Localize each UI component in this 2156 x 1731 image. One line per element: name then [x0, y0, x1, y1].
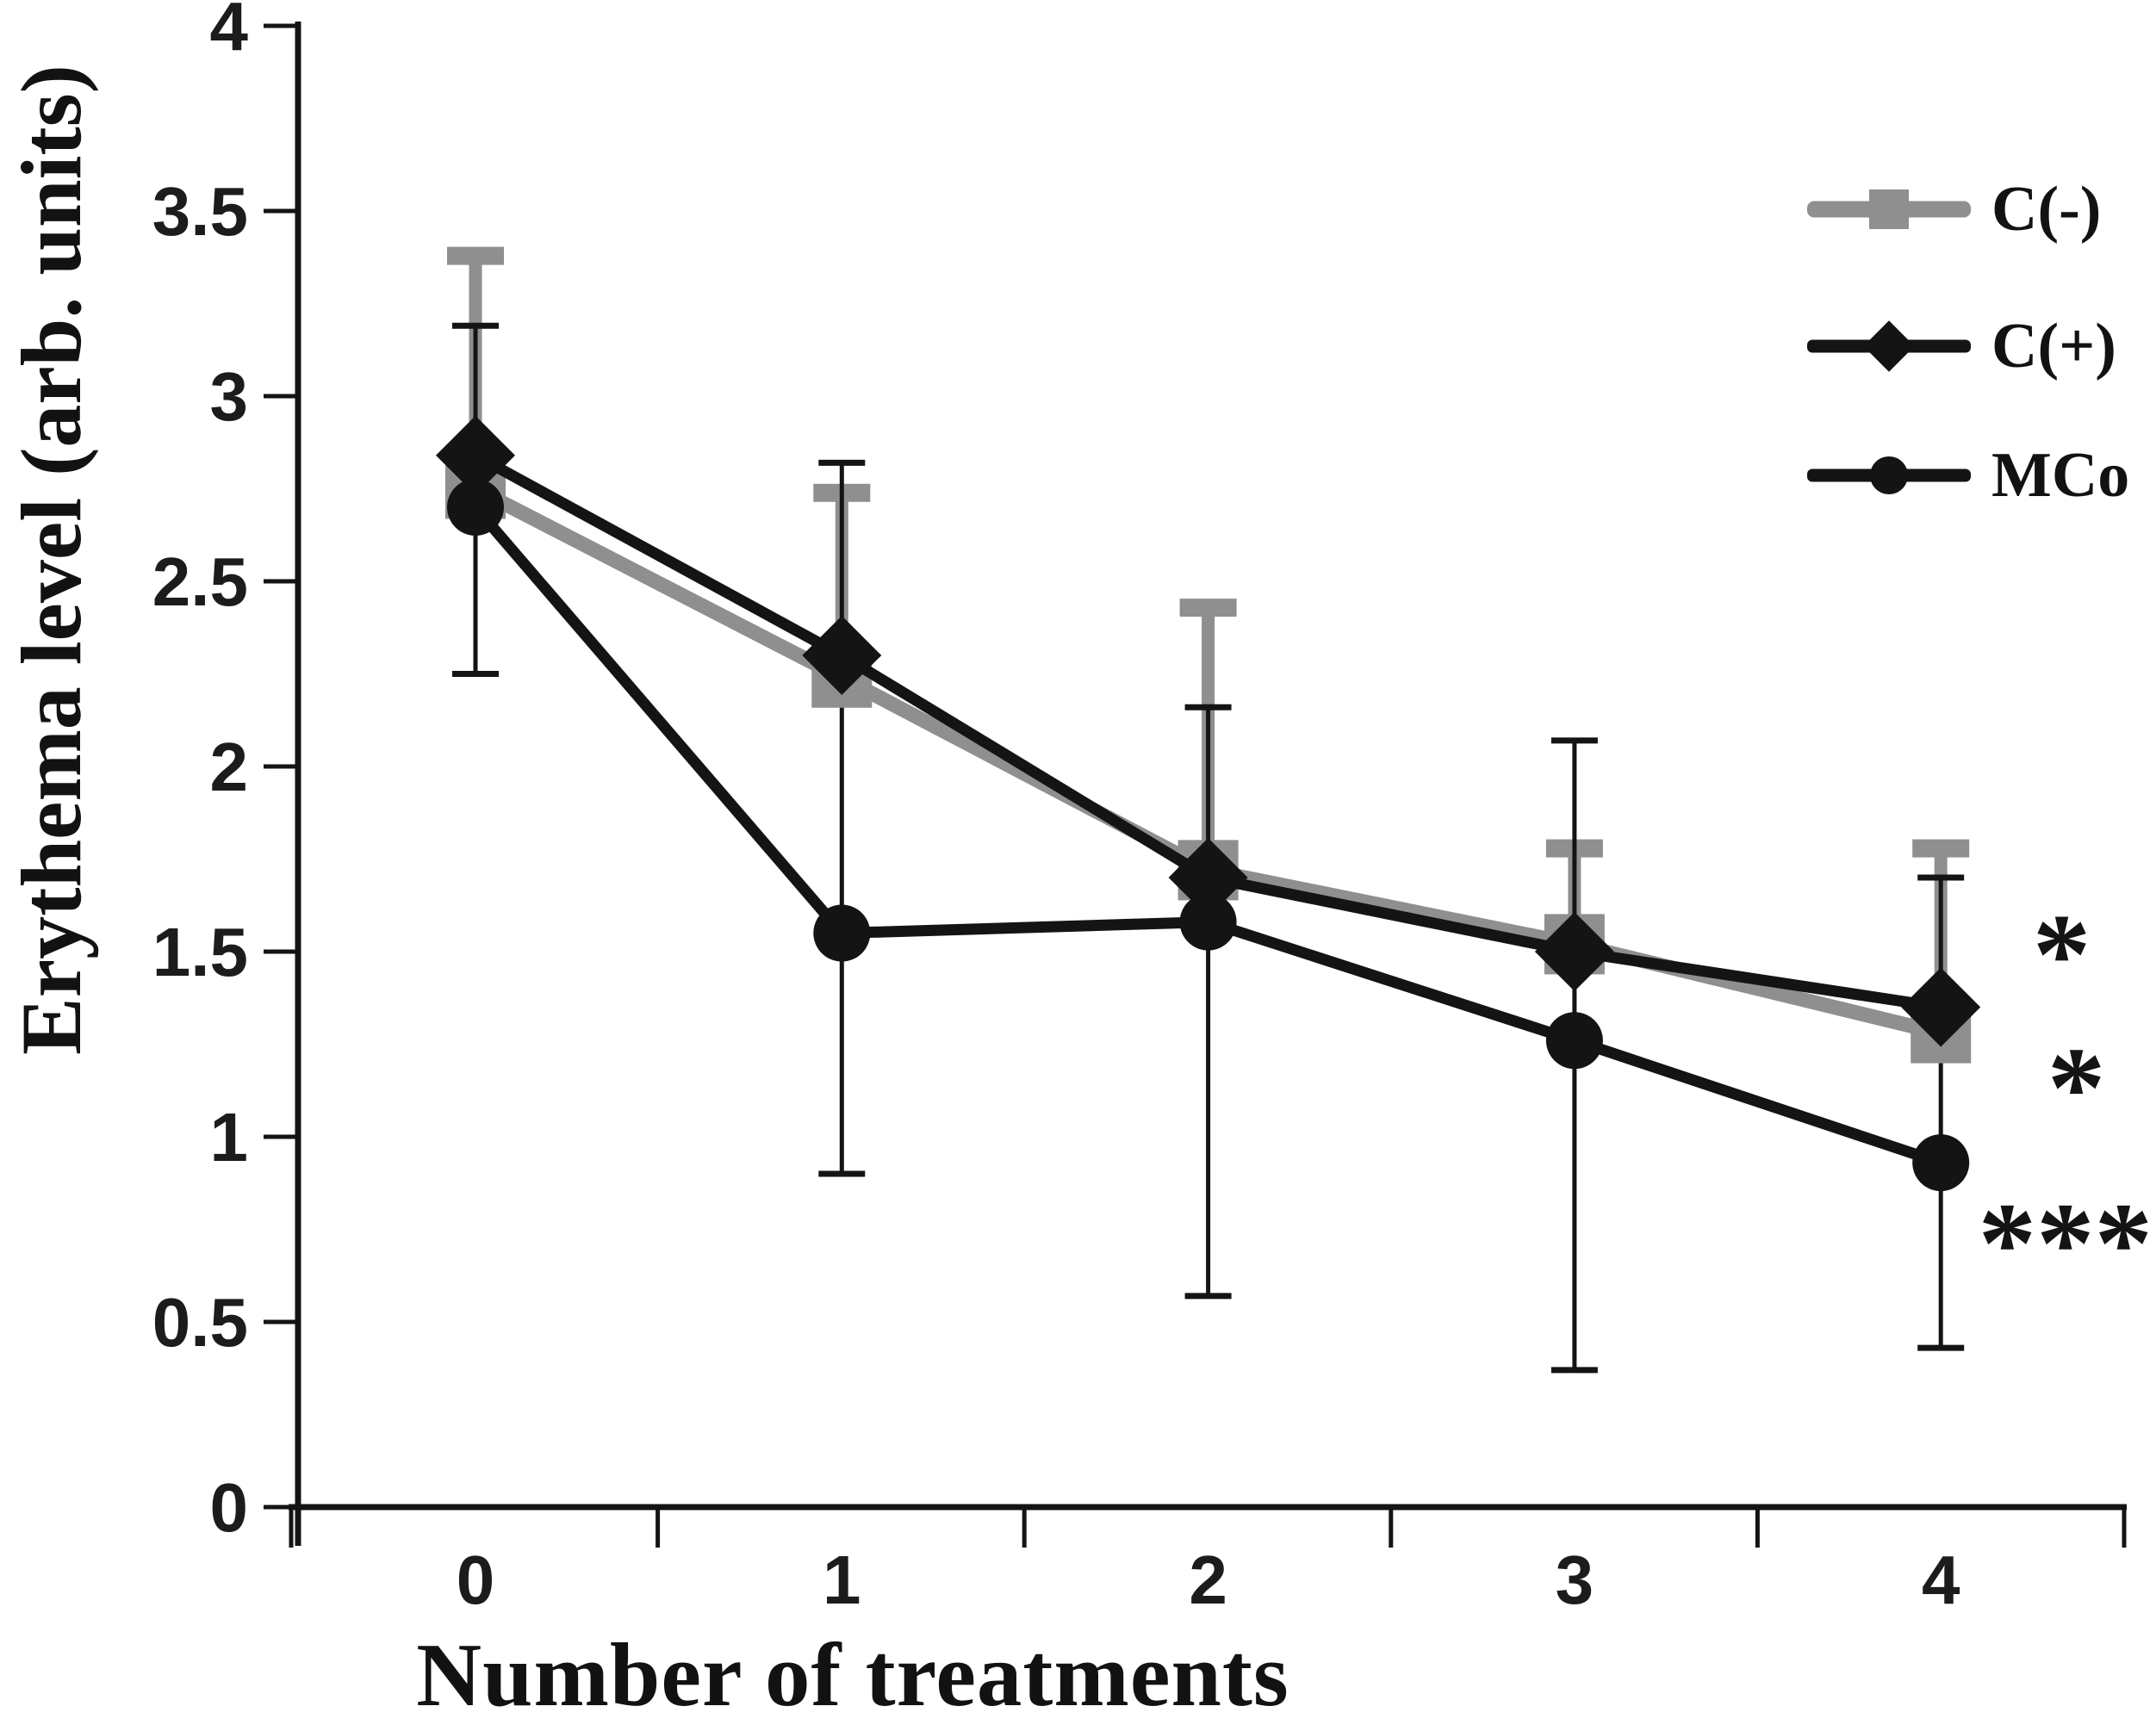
- legend-label: MCo: [1991, 439, 2130, 511]
- x-tick-label: 4: [1922, 1542, 1960, 1618]
- gray-error-cap: [447, 246, 504, 265]
- circle-marker-icon: [1545, 1012, 1603, 1070]
- legend-sample-mco: [1807, 428, 1971, 523]
- y-tick-label: 4: [210, 0, 249, 65]
- legend-item-c-plus: C(+): [1807, 299, 2152, 394]
- y-tick-label: 1: [210, 1099, 249, 1176]
- square-marker-icon: [1869, 189, 1909, 229]
- gray-error-cap: [1912, 839, 1970, 858]
- y-tick-label: 0.5: [152, 1284, 248, 1361]
- y-tick-label: 2.5: [152, 543, 248, 620]
- legend-sample-c-plus: [1807, 299, 1971, 394]
- diamond-marker-icon: [1863, 320, 1915, 372]
- y-tick-label: 1.5: [152, 914, 248, 990]
- significance-annotation: ***: [1979, 1180, 2153, 1308]
- y-tick-label: 2: [210, 729, 249, 805]
- circle-marker-icon: [447, 479, 504, 536]
- x-axis-title: Number of treatments: [416, 1624, 1289, 1725]
- legend-sample-c-minus: [1807, 162, 1971, 257]
- diamond-marker-icon: [1168, 838, 1248, 917]
- x-tick-label: 3: [1556, 1542, 1594, 1618]
- significance-annotation: *: [2047, 1024, 2106, 1152]
- y-tick-label: 3: [210, 358, 249, 435]
- diamond-marker-icon: [802, 616, 882, 695]
- circle-marker-icon: [1179, 893, 1237, 951]
- circle-marker-icon: [1870, 456, 1908, 494]
- y-axis-title: Erythema level (arb. units): [3, 65, 99, 1055]
- circle-marker-icon: [813, 904, 871, 962]
- x-tick-label: 1: [823, 1542, 861, 1618]
- x-tick-label: 0: [457, 1542, 495, 1618]
- diamond-marker-icon: [436, 415, 515, 495]
- diamond-marker-icon: [1534, 912, 1614, 991]
- legend-item-mco: MCo: [1807, 428, 2152, 523]
- significance-annotation: *: [2033, 891, 2091, 1020]
- x-tick-label: 2: [1189, 1542, 1227, 1618]
- legend-label: C(+): [1991, 310, 2116, 382]
- legend-item-c-minus: C(-): [1807, 162, 2152, 257]
- diamond-marker-icon: [1901, 967, 1981, 1047]
- y-tick-label: 0: [210, 1469, 249, 1546]
- legend-label: C(-): [1991, 173, 2102, 245]
- y-tick-label: 3.5: [152, 173, 248, 250]
- gray-error-cap: [1179, 599, 1237, 617]
- circle-marker-icon: [1912, 1134, 1970, 1192]
